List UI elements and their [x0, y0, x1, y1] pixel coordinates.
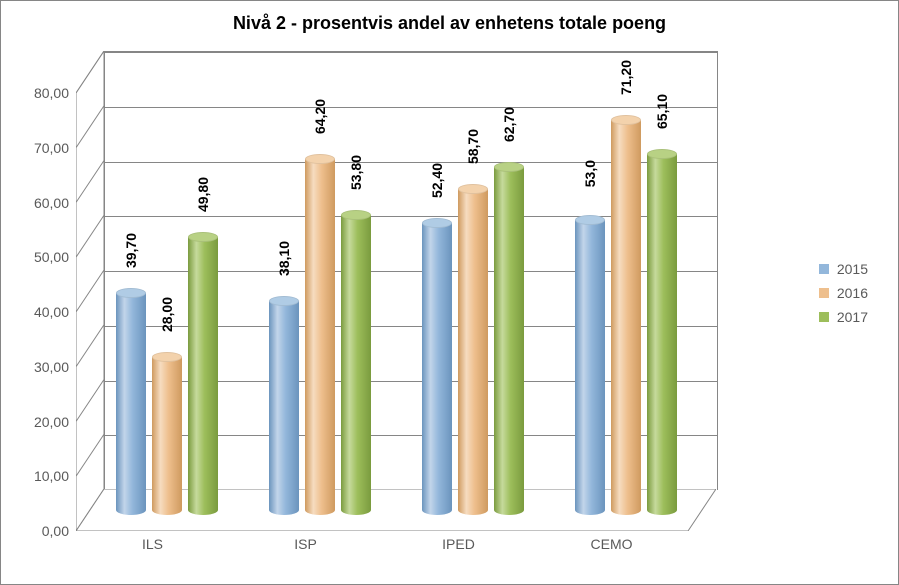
- x-axis-label: ISP: [294, 536, 317, 552]
- y-axis-label: 50,00: [9, 249, 69, 265]
- chart-container: Nivå 2 - prosentvis andel av enhetens to…: [0, 0, 899, 585]
- data-label: 28,00: [159, 297, 175, 332]
- y-axis-label: 40,00: [9, 304, 69, 320]
- x-axis-label: IPED: [442, 536, 475, 552]
- plot-area: 39,7028,0049,8038,1064,2053,8052,4058,70…: [76, 51, 716, 531]
- data-label: 39,70: [123, 233, 139, 268]
- legend-swatch: [819, 288, 829, 298]
- data-label: 38,10: [276, 241, 292, 276]
- data-label: 52,40: [429, 163, 445, 198]
- bar-2015-ISP: 38,10: [269, 301, 299, 510]
- bar-2016-CEMO: 71,20: [611, 120, 641, 510]
- y-axis-label: 20,00: [9, 414, 69, 430]
- data-label: 58,70: [465, 129, 481, 164]
- bar-2015-IPED: 52,40: [422, 223, 452, 510]
- data-label: 65,10: [654, 94, 670, 129]
- y-axis-label: 30,00: [9, 359, 69, 375]
- y-axis-label: 80,00: [9, 85, 69, 101]
- gridline: [105, 107, 717, 108]
- x-axis-label: CEMO: [591, 536, 633, 552]
- y-axis-label: 60,00: [9, 195, 69, 211]
- bar-2016-IPED: 58,70: [458, 189, 488, 510]
- y-axis-label: 10,00: [9, 468, 69, 484]
- legend-swatch: [819, 312, 829, 322]
- x-axis-label: ILS: [142, 536, 163, 552]
- legend-item-2016: 2016: [819, 285, 868, 301]
- gridline: [105, 52, 717, 53]
- legend-item-2017: 2017: [819, 309, 868, 325]
- legend: 2015 2016 2017: [819, 253, 868, 333]
- data-label: 71,20: [618, 60, 634, 95]
- legend-item-2015: 2015: [819, 261, 868, 277]
- bar-2015-ILS: 39,70: [116, 293, 146, 510]
- bar-2017-ILS: 49,80: [188, 237, 218, 510]
- legend-swatch: [819, 264, 829, 274]
- bar-2015-CEMO: 53,0: [575, 220, 605, 510]
- bar-2017-ISP: 53,80: [341, 215, 371, 510]
- y-axis-label: 70,00: [9, 140, 69, 156]
- data-label: 49,80: [195, 177, 211, 212]
- sidewall: [76, 51, 104, 531]
- y-axis-label: 0,00: [9, 523, 69, 539]
- bar-2017-CEMO: 65,10: [647, 154, 677, 510]
- data-label: 62,70: [501, 107, 517, 142]
- chart-title: Nivå 2 - prosentvis andel av enhetens to…: [1, 13, 898, 34]
- legend-label: 2015: [837, 261, 868, 277]
- legend-label: 2016: [837, 285, 868, 301]
- data-label: 64,20: [312, 99, 328, 134]
- data-label: 53,80: [348, 155, 364, 190]
- bar-2016-ILS: 28,00: [152, 357, 182, 510]
- bar-2016-ISP: 64,20: [305, 159, 335, 510]
- bar-2017-IPED: 62,70: [494, 167, 524, 510]
- data-label: 53,0: [582, 160, 598, 187]
- legend-label: 2017: [837, 309, 868, 325]
